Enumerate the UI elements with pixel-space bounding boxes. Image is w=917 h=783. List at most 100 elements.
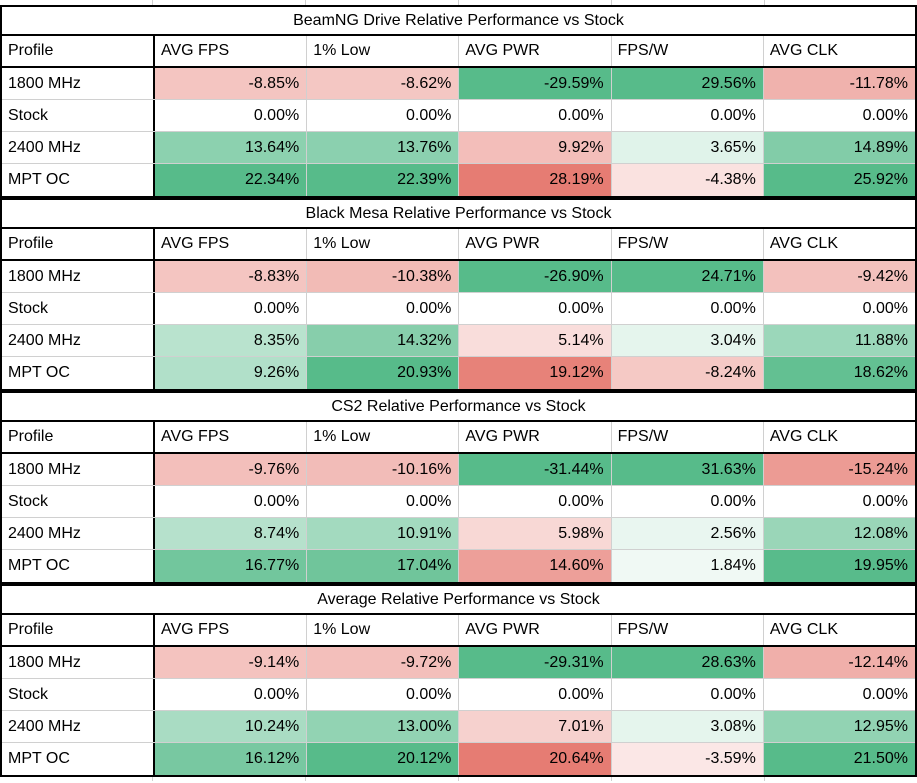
value-cell[interactable]: 17.04% (307, 550, 460, 582)
value-cell[interactable]: 0.00% (611, 293, 764, 324)
header-cell-avg-clk[interactable]: AVG CLK (769, 621, 838, 638)
profile-cell-1800-mhz[interactable]: 1800 MHz (2, 647, 155, 678)
value-cell[interactable]: 0.00% (763, 679, 916, 710)
header-cell-avg-clk[interactable]: AVG CLK (769, 235, 838, 252)
value-cell[interactable]: 2.56% (611, 518, 764, 549)
value-cell[interactable]: -12.14% (763, 647, 916, 678)
value-cell[interactable]: 0.00% (155, 100, 308, 131)
value-cell[interactable]: -31.44% (459, 454, 612, 485)
value-cell[interactable]: 28.63% (611, 647, 764, 678)
value-cell[interactable]: 18.62% (763, 357, 916, 389)
value-cell[interactable]: -29.59% (459, 68, 612, 99)
header-cell-1-low[interactable]: 1% Low (307, 615, 460, 645)
value-cell[interactable]: 0.00% (459, 100, 612, 131)
header-cell-avg-pwr[interactable]: AVG PWR (459, 229, 612, 259)
table-title-cell[interactable]: BeamNG Drive Relative Performance vs Sto… (2, 7, 915, 36)
value-cell[interactable]: 0.00% (155, 293, 308, 324)
table-title-cell[interactable]: Black Mesa Relative Performance vs Stock (2, 200, 915, 229)
profile-cell-mpt-oc[interactable]: MPT OC (2, 357, 155, 389)
value-cell[interactable]: 0.00% (763, 293, 916, 324)
value-cell[interactable]: 9.26% (155, 357, 308, 389)
value-cell[interactable]: -4.38% (611, 164, 764, 196)
header-cell-fps-w[interactable]: FPS/W (612, 615, 764, 645)
profile-cell-2400-mhz[interactable]: 2400 MHz (2, 132, 155, 163)
profile-cell-stock[interactable]: Stock (2, 486, 155, 517)
value-cell[interactable]: 16.77% (155, 550, 308, 582)
value-cell[interactable]: 13.00% (307, 711, 460, 742)
value-cell[interactable]: 0.00% (763, 486, 916, 517)
value-cell[interactable]: 1.84% (611, 550, 764, 582)
value-cell[interactable]: 0.00% (611, 679, 764, 710)
value-cell[interactable]: 9.92% (459, 132, 612, 163)
value-cell[interactable]: 31.63% (611, 454, 764, 485)
header-cell-avg-clk[interactable]: AVG CLK (769, 428, 838, 445)
profile-cell-1800-mhz[interactable]: 1800 MHz (2, 261, 155, 292)
value-cell[interactable]: 0.00% (611, 486, 764, 517)
value-cell[interactable]: 10.24% (155, 711, 308, 742)
header-cell-fps-w[interactable]: FPS/W (612, 422, 764, 452)
value-cell[interactable]: -9.76% (155, 454, 308, 485)
header-cell-profile[interactable]: Profile (2, 229, 155, 259)
profile-cell-mpt-oc[interactable]: MPT OC (2, 164, 155, 196)
value-cell[interactable]: 19.95% (763, 550, 916, 582)
profile-cell-stock[interactable]: Stock (2, 100, 155, 131)
value-cell[interactable]: 0.00% (155, 679, 308, 710)
value-cell[interactable]: 22.34% (155, 164, 308, 196)
value-cell[interactable]: 11.88% (763, 325, 916, 356)
value-cell[interactable]: 25.92% (763, 164, 916, 196)
value-cell[interactable]: 28.19% (459, 164, 612, 196)
value-cell[interactable]: 12.95% (763, 711, 916, 742)
value-cell[interactable]: 10.91% (307, 518, 460, 549)
value-cell[interactable]: 7.01% (459, 711, 612, 742)
value-cell[interactable]: -8.24% (611, 357, 764, 389)
value-cell[interactable]: 0.00% (459, 486, 612, 517)
header-cell-1-low[interactable]: 1% Low (307, 422, 460, 452)
value-cell[interactable]: 0.00% (307, 486, 460, 517)
value-cell[interactable]: -15.24% (763, 454, 916, 485)
value-cell[interactable]: 16.12% (155, 743, 308, 775)
profile-cell-stock[interactable]: Stock (2, 679, 155, 710)
table-title-cell[interactable]: Average Relative Performance vs Stock (2, 586, 915, 615)
value-cell[interactable]: 13.76% (307, 132, 460, 163)
value-cell[interactable]: 20.93% (307, 357, 460, 389)
value-cell[interactable]: -10.38% (307, 261, 460, 292)
value-cell[interactable]: 5.14% (459, 325, 612, 356)
profile-cell-mpt-oc[interactable]: MPT OC (2, 550, 155, 582)
header-cell-avg-fps[interactable]: AVG FPS (155, 229, 308, 259)
header-cell-fps-w[interactable]: FPS/W (612, 36, 764, 66)
header-cell-avg-pwr[interactable]: AVG PWR (459, 422, 612, 452)
value-cell[interactable]: 8.35% (155, 325, 308, 356)
value-cell[interactable]: -11.78% (763, 68, 916, 99)
value-cell[interactable]: -3.59% (611, 743, 764, 775)
value-cell[interactable]: -29.31% (459, 647, 612, 678)
header-cell-1-low[interactable]: 1% Low (307, 229, 460, 259)
value-cell[interactable]: 3.04% (611, 325, 764, 356)
profile-cell-mpt-oc[interactable]: MPT OC (2, 743, 155, 775)
value-cell[interactable]: 14.32% (307, 325, 460, 356)
value-cell[interactable]: 0.00% (155, 486, 308, 517)
value-cell[interactable]: 0.00% (307, 100, 460, 131)
profile-cell-1800-mhz[interactable]: 1800 MHz (2, 454, 155, 485)
value-cell[interactable]: 12.08% (763, 518, 916, 549)
header-cell-profile[interactable]: Profile (2, 36, 155, 66)
value-cell[interactable]: -9.72% (307, 647, 460, 678)
value-cell[interactable]: 0.00% (307, 293, 460, 324)
value-cell[interactable]: 21.50% (763, 743, 916, 775)
value-cell[interactable]: 14.60% (459, 550, 612, 582)
profile-cell-2400-mhz[interactable]: 2400 MHz (2, 711, 155, 742)
value-cell[interactable]: 20.12% (307, 743, 460, 775)
value-cell[interactable]: -9.14% (155, 647, 308, 678)
header-cell-fps-w[interactable]: FPS/W (612, 229, 764, 259)
header-cell-avg-pwr[interactable]: AVG PWR (459, 615, 612, 645)
profile-cell-stock[interactable]: Stock (2, 293, 155, 324)
value-cell[interactable]: 13.64% (155, 132, 308, 163)
header-cell-1-low[interactable]: 1% Low (307, 36, 460, 66)
value-cell[interactable]: -8.83% (155, 261, 308, 292)
value-cell[interactable]: 0.00% (459, 679, 612, 710)
value-cell[interactable]: 14.89% (763, 132, 916, 163)
value-cell[interactable]: -26.90% (459, 261, 612, 292)
value-cell[interactable]: 0.00% (763, 100, 916, 131)
header-cell-profile[interactable]: Profile (2, 422, 155, 452)
value-cell[interactable]: 29.56% (611, 68, 764, 99)
value-cell[interactable]: 5.98% (459, 518, 612, 549)
